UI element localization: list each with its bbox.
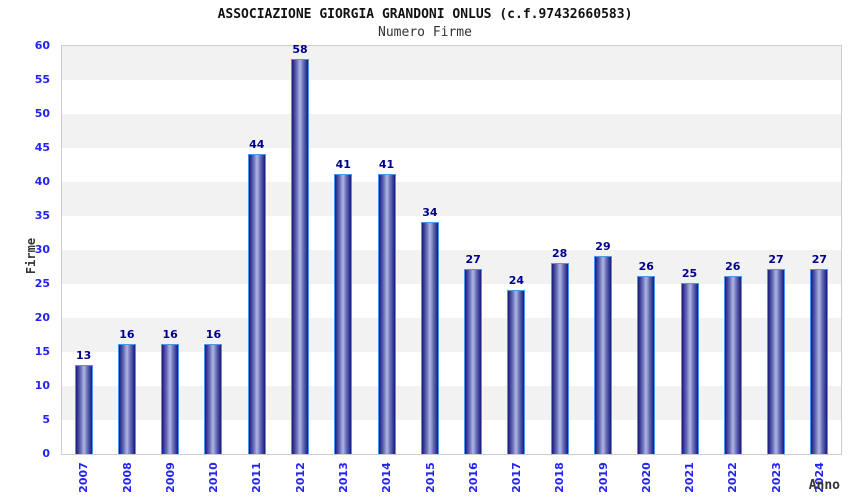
bar-2019 bbox=[593, 255, 612, 454]
bar-value-label: 28 bbox=[552, 246, 568, 260]
bar-2013 bbox=[334, 174, 353, 454]
x-tick-label: 2010 bbox=[206, 461, 220, 493]
plot-area: 13 16 16 16 44 58 41 41 34 27 24 28 29 26 25 26 27 27 bbox=[61, 42, 842, 455]
bar-value-label: 27 bbox=[811, 253, 827, 267]
bar-2023 bbox=[767, 269, 786, 454]
x-tick-label: 2009 bbox=[163, 461, 177, 493]
bar-2022 bbox=[723, 276, 742, 454]
bar-slot: 26 bbox=[625, 46, 668, 454]
x-tick-label: 2017 bbox=[509, 461, 523, 493]
x-tick-label: 2021 bbox=[683, 461, 696, 493]
bar-value-label: 27 bbox=[465, 253, 481, 267]
bar-2011 bbox=[247, 153, 266, 454]
y-tick-label: 20 bbox=[34, 311, 50, 324]
bar-slot: 16 bbox=[192, 46, 235, 454]
y-tick-label: 25 bbox=[34, 277, 50, 290]
bar-2016 bbox=[464, 269, 483, 454]
bar-slot: 24 bbox=[495, 46, 538, 454]
x-tick-label: 2022 bbox=[726, 461, 740, 493]
bar-2008 bbox=[117, 344, 136, 454]
y-tick-label: 15 bbox=[34, 345, 50, 358]
bar-2024 bbox=[810, 269, 829, 454]
y-tick-label: 60 bbox=[34, 39, 50, 52]
bar-2021 bbox=[680, 283, 699, 454]
x-tick-label: 2020 bbox=[639, 461, 653, 493]
bar-slot: 41 bbox=[365, 46, 408, 454]
bar-value-label: 26 bbox=[725, 260, 741, 274]
x-tick-label: 2013 bbox=[336, 461, 350, 493]
chart-title: ASSOCIAZIONE GIORGIA GRANDONI ONLUS (c.f… bbox=[217, 7, 633, 22]
x-tick-label: 2016 bbox=[466, 461, 480, 493]
bar-slot: 29 bbox=[581, 46, 624, 454]
bar-value-label: 24 bbox=[508, 273, 525, 287]
x-axis-ticks: 2007 2008 2009 2010 2011 2012 2013 2014 2015 2016… bbox=[62, 458, 841, 498]
y-tick-label: 55 bbox=[34, 73, 50, 86]
x-tick-label: 2014 bbox=[380, 461, 394, 493]
bar-value-label: 44 bbox=[249, 137, 265, 151]
bar-value-label: 34 bbox=[422, 205, 438, 219]
bar-slot: 28 bbox=[538, 46, 581, 454]
x-tick-label: 2023 bbox=[769, 461, 783, 493]
y-tick-label: 10 bbox=[34, 379, 50, 392]
bar-slot: 16 bbox=[105, 46, 148, 454]
bar-slot: 27 bbox=[798, 46, 841, 454]
x-tick-label: 2012 bbox=[293, 461, 307, 493]
bar-2014 bbox=[377, 174, 396, 454]
bar-2007 bbox=[74, 364, 93, 454]
y-axis-ticks: 0 5 10 15 20 25 30 35 40 45 50 55 60 bbox=[0, 39, 56, 460]
bar-2015 bbox=[420, 221, 439, 454]
bar-value-label: 16 bbox=[162, 328, 178, 342]
chart-subtitle: Numero Firme bbox=[378, 25, 472, 40]
bar-slot: 13 bbox=[62, 46, 105, 454]
bar-value-label: 13 bbox=[75, 348, 92, 362]
bar-slot: 27 bbox=[754, 46, 797, 454]
bar-value-label: 41 bbox=[335, 158, 351, 172]
bar-slot: 44 bbox=[235, 46, 278, 454]
y-tick-label: 5 bbox=[42, 413, 50, 426]
bar-value-label: 25 bbox=[681, 267, 698, 280]
x-tick-label: 2011 bbox=[250, 461, 264, 493]
y-tick-label: 50 bbox=[34, 107, 50, 120]
y-tick-label: 30 bbox=[34, 243, 50, 256]
bar-value-label: 27 bbox=[768, 253, 784, 267]
bar-slot: 41 bbox=[322, 46, 365, 454]
bar-value-label: 16 bbox=[205, 328, 222, 342]
bar-value-label: 26 bbox=[638, 260, 654, 274]
x-tick-label: 2008 bbox=[120, 461, 134, 493]
y-tick-label: 35 bbox=[34, 209, 50, 222]
bar-slot: 26 bbox=[711, 46, 754, 454]
bar-value-label: 58 bbox=[292, 42, 308, 56]
bar-slot: 16 bbox=[149, 46, 192, 454]
bar-value-label: 16 bbox=[119, 328, 135, 342]
x-axis-title: Anno bbox=[808, 478, 840, 493]
bar-2020 bbox=[637, 276, 656, 454]
bar-2009 bbox=[161, 344, 180, 454]
bar-2010 bbox=[204, 344, 223, 454]
bar-slot: 58 bbox=[278, 42, 321, 454]
y-tick-label: 0 bbox=[42, 447, 50, 460]
bar-slot: 27 bbox=[452, 46, 495, 454]
x-tick-label: 2018 bbox=[553, 461, 567, 493]
x-tick-label: 2015 bbox=[423, 461, 437, 493]
bar-slot: 34 bbox=[408, 46, 451, 454]
y-tick-label: 45 bbox=[34, 141, 50, 154]
x-tick-label: 2019 bbox=[596, 461, 610, 493]
x-tick-label: 2007 bbox=[77, 461, 91, 493]
y-tick-label: 40 bbox=[34, 175, 50, 188]
bar-value-label: 41 bbox=[378, 158, 395, 172]
bar-2018 bbox=[550, 262, 569, 454]
bar-slot: 25 bbox=[668, 46, 711, 454]
bar-2012 bbox=[291, 58, 309, 454]
bar-value-label: 29 bbox=[595, 239, 611, 253]
bar-2017 bbox=[507, 289, 526, 454]
